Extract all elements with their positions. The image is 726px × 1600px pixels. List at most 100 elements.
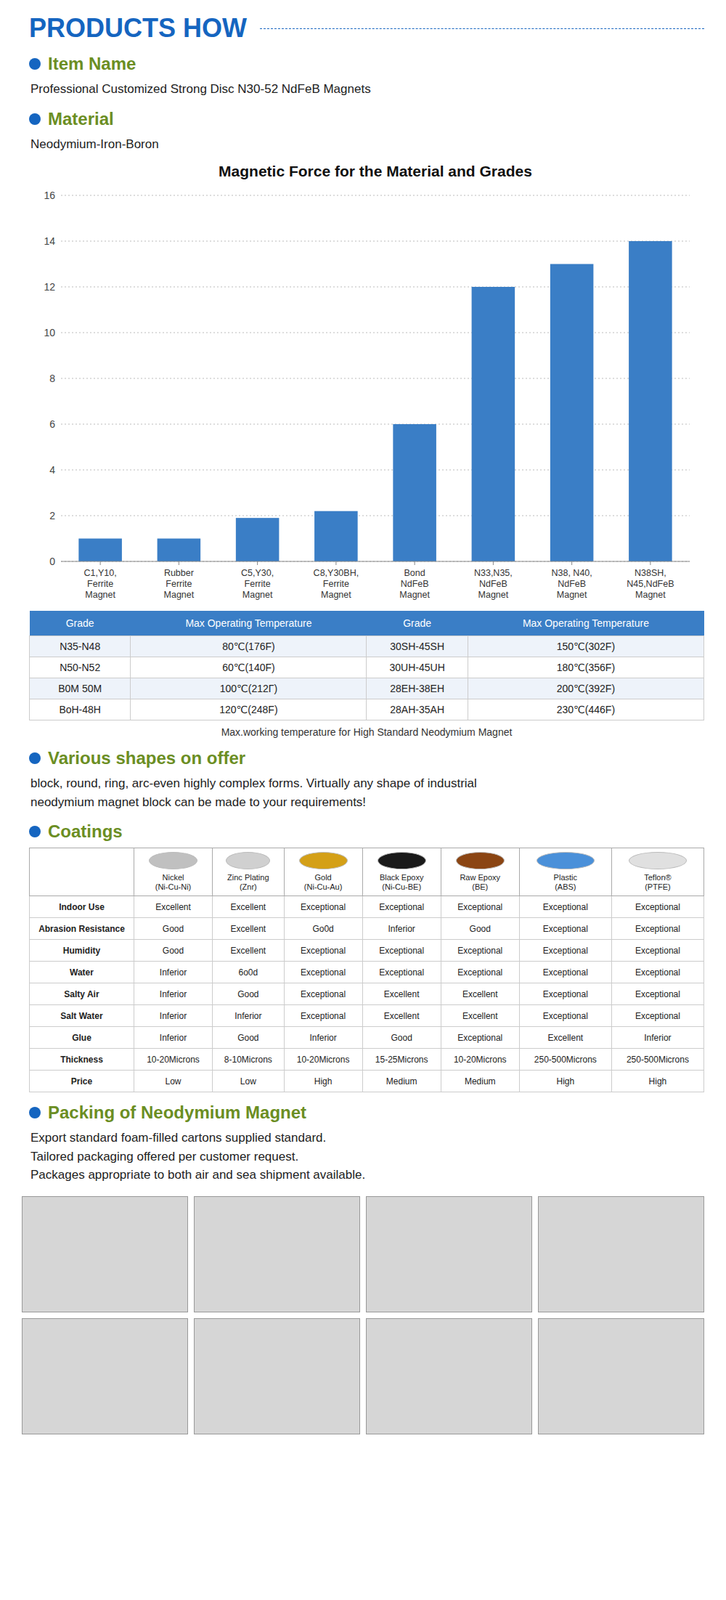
coating-cell: Exceptional (519, 1004, 612, 1027)
coating-cell: 6o0d (212, 961, 285, 984)
section-text: Neodymium-Iron-Boron (30, 135, 705, 154)
coatings-row: Thickness10-20Microns8-10Microns10-20Mic… (29, 1048, 705, 1071)
photo-placeholder (193, 1195, 361, 1312)
table-cell: 100℃(212Γ) (130, 678, 367, 700)
coating-cell: High (283, 1070, 363, 1092)
coatings-row: GlueInferiorGoodInferiorGoodExceptionalE… (29, 1026, 705, 1049)
coating-cell: Inferior (133, 1026, 212, 1049)
coating-cell: Exceptional (440, 1026, 520, 1049)
coating-cell: Excellent (362, 983, 441, 1005)
coating-cell: Exceptional (611, 983, 704, 1005)
x-tick-label-line: C1,Y10, (84, 567, 117, 578)
x-tick-label-line: NdFeB (479, 578, 508, 589)
x-tick-label-line: Bond (404, 567, 426, 578)
x-tick-label-line: N33,N35, (474, 567, 513, 578)
coating-property: Thickness (29, 1048, 135, 1071)
table-cell: 30UH-45UH (366, 657, 468, 679)
x-tick (335, 561, 337, 565)
coating-cell: 10-20Microns (440, 1048, 520, 1071)
coatings-row: Abrasion ResistanceGoodExcellentGo0dInfe… (29, 917, 705, 940)
coating-cell: Exceptional (440, 895, 520, 918)
header-rule (259, 28, 705, 30)
coatings-header-cell: Plastic (ABS) (519, 847, 612, 896)
header-row: PRODUCTS HOW (29, 13, 705, 44)
x-tick-label-line: Ferrite (323, 578, 350, 589)
section-label: Material (29, 108, 705, 130)
x-tick-label-line: Magnet (399, 589, 430, 600)
coating-cell: Inferior (133, 983, 212, 1005)
x-tick-label-line: Magnet (242, 589, 273, 600)
grid-line (60, 286, 690, 288)
table-cell: 80℃(176F) (130, 635, 367, 658)
photo-placeholder (365, 1317, 533, 1434)
x-tick-label: C5,Y30,FerriteMagnet (241, 567, 274, 600)
table-header-cell: Max Operating Temperature (130, 610, 367, 636)
chart-title: Magnetic Force for the Material and Grad… (218, 162, 533, 180)
coating-header-label: Zinc Plating (Znr) (214, 872, 283, 892)
coating-icon (377, 851, 427, 870)
coatings-header-cell: Raw Epoxy (BE) (440, 847, 520, 896)
coatings-row: HumidityGoodExcellentExceptionalExceptio… (29, 939, 705, 962)
x-tick (178, 561, 180, 565)
table-cell: 150℃(302F) (467, 635, 704, 658)
table-cell: 230℃(446F) (467, 699, 704, 721)
y-tick-label: 4 (49, 463, 56, 476)
x-tick-label-line: Magnet (320, 589, 352, 600)
grid-line (60, 241, 690, 242)
table-cell: N35-N48 (29, 635, 131, 658)
x-tick-label-line: N45,NdFeB (626, 578, 674, 589)
coating-cell: Exceptional (362, 895, 441, 918)
coating-cell: Medium (362, 1070, 441, 1092)
coating-cell: Exceptional (440, 939, 520, 962)
grid-line (60, 561, 690, 562)
coating-header-label: Nickel (Ni-Cu-Ni) (135, 872, 211, 892)
coating-icon (225, 851, 271, 870)
coating-header-label: Raw Epoxy (BE) (442, 872, 518, 892)
table-cell: 28AH-35AH (366, 699, 468, 721)
coating-property: Glue (29, 1026, 135, 1049)
coatings-header-cell: Teflon® (PTFE) (611, 847, 704, 896)
y-tick-label: 12 (43, 280, 56, 293)
coating-cell: Excellent (519, 1026, 612, 1049)
section-text: Professional Customized Strong Disc N30-… (30, 79, 705, 99)
section-text: block, round, ring, arc-even highly comp… (30, 773, 705, 811)
coating-cell: Inferior (133, 961, 212, 984)
coating-cell: Excellent (362, 1004, 441, 1027)
coating-cell: Exceptional (611, 1004, 704, 1027)
bar (550, 264, 594, 562)
coating-cell: 8-10Microns (212, 1048, 285, 1071)
coatings-header-cell: Nickel (Ni-Cu-Ni) (133, 847, 212, 896)
x-tick-label-line: NdFeB (400, 578, 430, 589)
coatings-corner (29, 847, 135, 896)
coatings-header-row: Nickel (Ni-Cu-Ni)Zinc Plating (Znr)Gold … (29, 847, 705, 896)
grid-line (60, 515, 690, 517)
table-cell: 30SH-45SH (366, 635, 468, 658)
x-tick-label: C8,Y30BH,FerriteMagnet (313, 567, 360, 600)
coating-icon (148, 851, 198, 870)
bar-chart: Magnetic Force for the Material and Grad… (29, 157, 697, 608)
x-tick-label: N38, N40,NdFeBMagnet (551, 567, 592, 600)
y-tick-label: 0 (49, 555, 56, 568)
section-label: Item Name (29, 53, 705, 75)
bar (157, 538, 202, 562)
x-tick (100, 561, 101, 565)
coating-cell: Excellent (212, 917, 285, 940)
coating-cell: Exceptional (519, 961, 612, 984)
x-tick-label-line: Ferrite (244, 578, 271, 589)
grid-line (60, 378, 690, 379)
coating-cell: Exceptional (283, 895, 363, 918)
section-label-text: Material (47, 108, 114, 130)
coating-cell: Inferior (133, 1004, 212, 1027)
coating-cell: Inferior (212, 1004, 285, 1027)
coating-cell: Good (133, 917, 212, 940)
coating-property: Salty Air (29, 983, 135, 1005)
coating-cell: Good (440, 917, 520, 940)
x-tick-label-line: Rubber (164, 567, 194, 578)
photo-grid (21, 1195, 705, 1434)
section-dot (29, 1106, 41, 1119)
coating-cell: 15-25Microns (362, 1048, 441, 1071)
chart-wrap: Magnetic Force for the Material and Grad… (29, 157, 705, 608)
page-title: PRODUCTS HOW (29, 13, 247, 44)
x-tick-label-line: Magnet (635, 589, 666, 600)
table-cell: 60℃(140F) (130, 657, 367, 679)
